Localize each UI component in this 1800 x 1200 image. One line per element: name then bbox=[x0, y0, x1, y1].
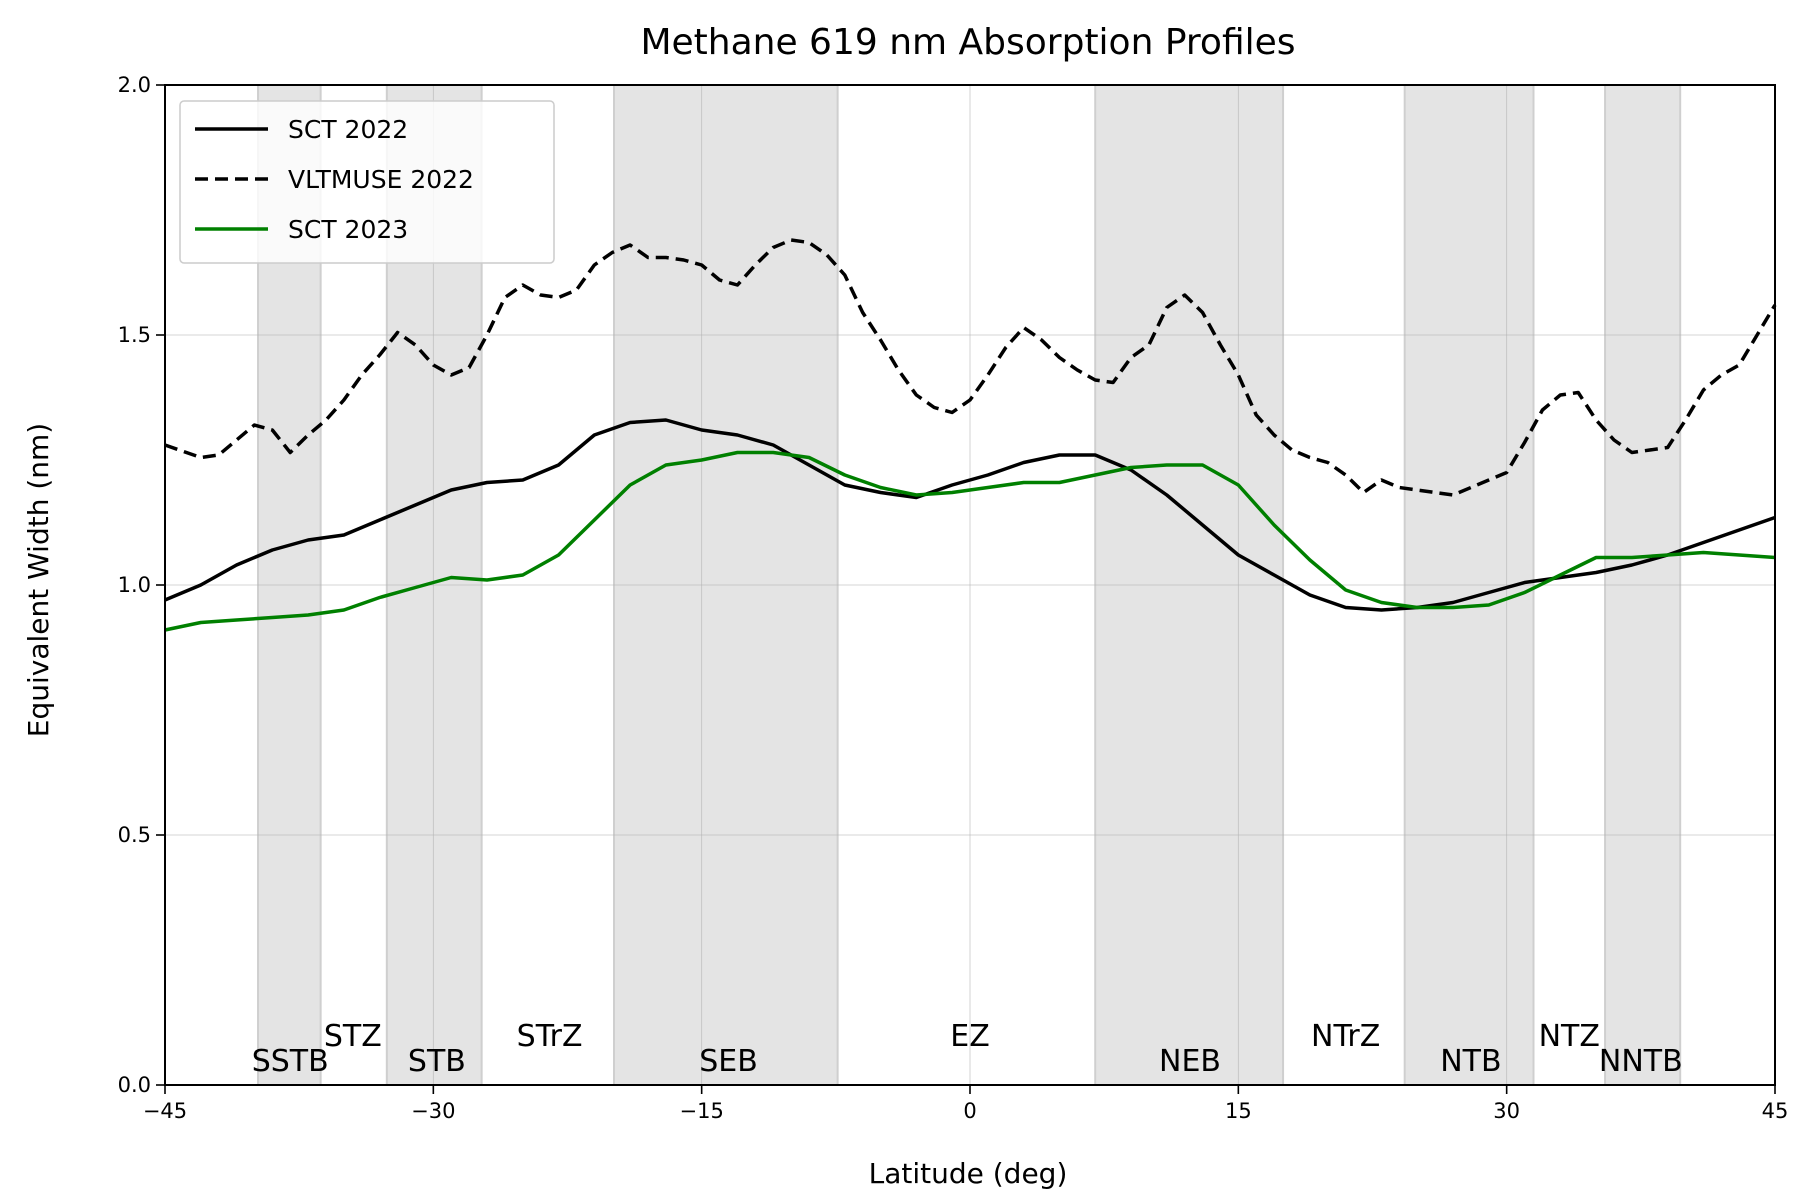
legend-box bbox=[179, 100, 555, 264]
x-tick-label: 30 bbox=[1493, 1099, 1520, 1123]
y-tick-label: 1.5 bbox=[118, 323, 151, 347]
region-label: STrZ bbox=[517, 1019, 583, 1054]
region-label: NTB bbox=[1440, 1044, 1501, 1079]
y-tick-label: 2.0 bbox=[118, 73, 151, 97]
region-label: NTrZ bbox=[1311, 1019, 1380, 1054]
legend-label-sct-2023: SCT 2023 bbox=[288, 215, 408, 244]
x-axis-label: Latitude (deg) bbox=[869, 1157, 1068, 1190]
legend-label-sct-2022: SCT 2022 bbox=[288, 115, 408, 144]
y-tick-label: 0.0 bbox=[118, 1073, 151, 1097]
region-label: NNTB bbox=[1599, 1044, 1683, 1079]
chart-title: Methane 619 nm Absorption Profiles bbox=[640, 22, 1295, 63]
region-label: STZ bbox=[324, 1019, 382, 1054]
region-label: SEB bbox=[699, 1044, 758, 1079]
x-tick-label: 0 bbox=[963, 1099, 976, 1123]
region-label: EZ bbox=[950, 1019, 990, 1054]
x-tick-label: 45 bbox=[1762, 1099, 1789, 1123]
x-tick-label: −15 bbox=[680, 1099, 724, 1123]
series-line-sct-2022 bbox=[164, 418, 1776, 612]
legend: SCT 2022 VLTMUSE 2022 SCT 2023 bbox=[179, 100, 555, 264]
y-axis-label: Equivalent Width (nm) bbox=[22, 423, 55, 737]
series-line-sct-2023 bbox=[164, 450, 1776, 632]
region-label: NTZ bbox=[1539, 1019, 1600, 1054]
series-line-vltmuse-2022 bbox=[164, 238, 1777, 497]
region-label: SSTB bbox=[252, 1044, 329, 1079]
y-tick-label: 1.0 bbox=[118, 573, 151, 597]
legend-label-vltmuse-2022: VLTMUSE 2022 bbox=[288, 165, 474, 194]
x-tick-label: −45 bbox=[143, 1099, 187, 1123]
region-label: NEB bbox=[1159, 1044, 1221, 1079]
y-tick-label: 0.5 bbox=[118, 823, 151, 847]
x-tick-label: −30 bbox=[411, 1099, 455, 1123]
x-tick-label: 15 bbox=[1225, 1099, 1252, 1123]
region-label: STB bbox=[408, 1044, 466, 1079]
